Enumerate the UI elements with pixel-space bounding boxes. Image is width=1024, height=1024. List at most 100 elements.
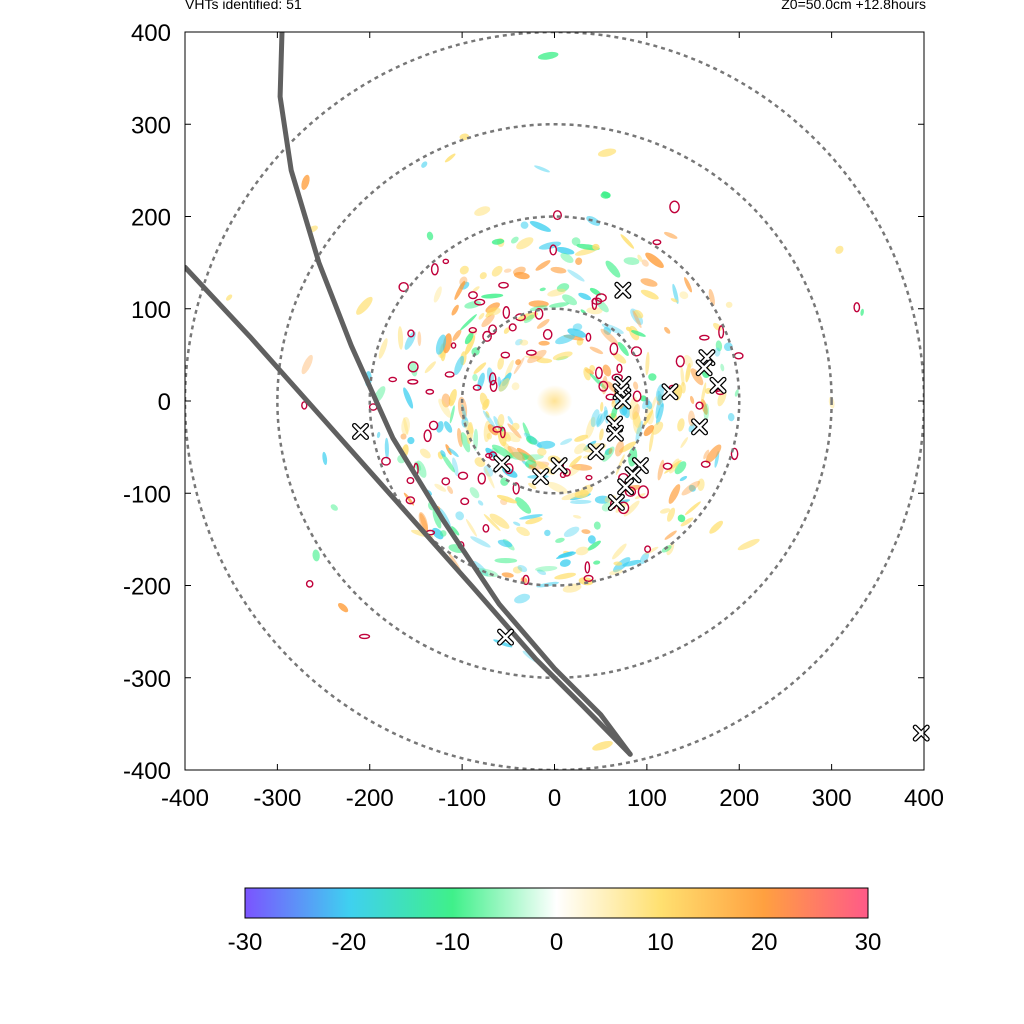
field-patch <box>640 289 659 300</box>
vorticity-contour <box>407 361 419 373</box>
field-patch <box>501 572 514 578</box>
field-patch <box>537 51 559 60</box>
vorticity-contour <box>591 297 603 305</box>
field-patch <box>620 234 635 249</box>
field-patch <box>454 355 464 376</box>
colorbar-tick-label: 10 <box>647 929 674 956</box>
field-patch <box>596 299 609 313</box>
field-patch <box>503 431 521 443</box>
field-patch <box>603 326 612 335</box>
vht-marker <box>617 478 635 496</box>
field-patch <box>312 549 320 562</box>
vorticity-contour <box>425 388 435 395</box>
field-patch <box>575 257 583 266</box>
field-patch <box>552 351 573 361</box>
vorticity-contour <box>584 561 591 574</box>
field-patch <box>460 314 477 331</box>
field-patch <box>376 431 381 439</box>
vorticity-contour <box>450 342 457 349</box>
vorticity-contour <box>853 302 861 313</box>
colorbar-ticks: -30 -20 -10 0 10 20 30 <box>228 929 882 956</box>
field-patch <box>574 443 587 455</box>
field-patch <box>512 566 523 574</box>
field-patch <box>680 517 694 527</box>
field-patch <box>322 451 328 466</box>
field-patch <box>528 300 549 308</box>
field-patch <box>502 441 515 458</box>
field-patch <box>464 335 476 355</box>
field-patch <box>444 421 453 433</box>
field-patch <box>684 277 693 293</box>
vorticity-contour <box>398 281 409 293</box>
field-patch <box>705 444 722 464</box>
field-patch <box>465 518 477 537</box>
field-patch <box>515 497 532 514</box>
field-patch <box>403 387 414 409</box>
colorbar-tick-label: 30 <box>855 929 882 956</box>
field-patch <box>449 405 455 424</box>
field-patch <box>449 399 454 406</box>
field-patch <box>550 266 567 274</box>
vorticity-contour <box>583 574 594 583</box>
field-patch <box>669 458 680 474</box>
field-patch <box>486 307 501 316</box>
field-patch <box>452 329 462 342</box>
vorticity-contour <box>598 380 609 392</box>
vht-marker <box>709 376 727 394</box>
field-patch <box>608 448 613 455</box>
field-patch <box>737 538 760 551</box>
field-patch <box>457 428 463 448</box>
field-patch <box>400 433 407 440</box>
field-patch <box>734 389 739 397</box>
time-height-label: Z0=50.0cm +12.8hours <box>781 0 926 12</box>
field-patch <box>725 301 733 308</box>
field-patch <box>632 412 641 428</box>
field-patch <box>617 341 629 356</box>
y-tick-label: 400 <box>131 20 171 47</box>
vorticity-contour <box>482 330 492 342</box>
vht-marker <box>614 392 632 410</box>
field-patch <box>703 403 710 421</box>
field-patch <box>640 395 647 402</box>
vorticity-contour <box>488 372 497 386</box>
field-patch <box>522 454 544 461</box>
field-patch <box>401 416 410 436</box>
field-patch <box>679 291 689 300</box>
field-patch <box>613 561 623 566</box>
field-patch <box>600 401 604 412</box>
field-patch <box>418 512 429 532</box>
y-tick-label: -200 <box>123 574 171 601</box>
vorticity-contour <box>669 200 680 214</box>
field-patch <box>594 495 611 504</box>
field-patch <box>612 543 627 560</box>
field-patch <box>611 406 618 419</box>
field-patch <box>680 366 685 387</box>
field-patch <box>432 527 444 540</box>
field-patch <box>555 334 575 345</box>
field-patch <box>664 326 671 334</box>
field-patch <box>384 437 389 460</box>
field-patch <box>441 453 455 473</box>
vorticity-contour <box>630 346 643 357</box>
x-tick-label: -300 <box>253 785 301 812</box>
vorticity-contour <box>585 332 592 342</box>
vorticity-contour <box>718 325 725 339</box>
track-lines <box>185 32 633 757</box>
field-patch <box>536 319 550 329</box>
field-patch <box>516 526 530 537</box>
vorticity-contour <box>500 351 511 359</box>
field-patch <box>301 354 313 375</box>
vorticity-contour <box>534 307 544 320</box>
field-patch <box>507 415 514 425</box>
field-patch <box>539 287 546 292</box>
vorticity-contour <box>474 298 486 306</box>
field-patch <box>677 514 686 523</box>
field-patch <box>561 491 584 501</box>
vorticity-contour <box>675 355 685 368</box>
field-patch <box>497 539 513 548</box>
field-patch <box>515 359 521 366</box>
field-patch <box>597 148 617 157</box>
x-axis: -400 -300 -200 -100 0 100 200 300 400 <box>161 32 944 812</box>
field-patch <box>513 521 521 526</box>
vorticity-contour <box>609 342 619 356</box>
